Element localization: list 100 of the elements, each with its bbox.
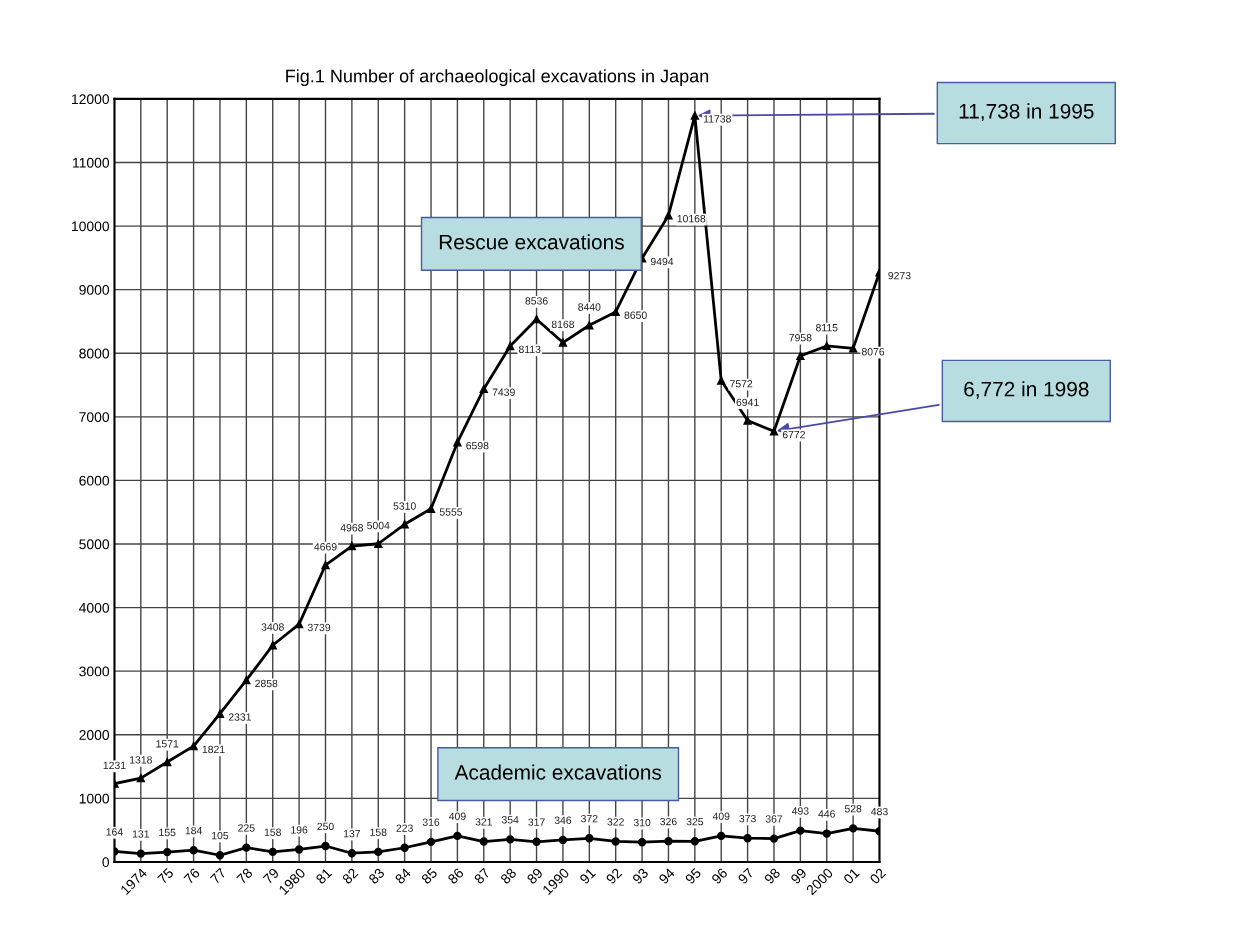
data-label: 8168 xyxy=(551,320,575,329)
x-tick-label: 84 xyxy=(394,867,412,885)
x-tick-label: 83 xyxy=(368,867,386,885)
data-label: 322 xyxy=(607,818,624,826)
point xyxy=(506,835,515,844)
point xyxy=(611,307,620,317)
x-tick-label: 98 xyxy=(763,867,781,885)
annotation: 6,772 in 1998 xyxy=(964,381,1089,399)
point xyxy=(136,849,145,858)
point xyxy=(215,851,225,860)
x-tick-label: 75 xyxy=(157,867,175,885)
point xyxy=(347,541,357,551)
point xyxy=(848,344,858,353)
data-label: 5004 xyxy=(367,521,390,530)
data-label: 5555 xyxy=(439,508,463,516)
chart-title: Fig.1 Number of archaeological excavations in Japan xyxy=(286,69,709,86)
data-label: 372 xyxy=(581,814,598,823)
x-tick-label: 02 xyxy=(869,867,887,885)
data-label: 164 xyxy=(106,828,123,836)
x-tick-label: 81 xyxy=(315,867,333,885)
series-label: Rescue excavations xyxy=(439,234,624,250)
data-label: 367 xyxy=(765,815,783,823)
data-label: 6598 xyxy=(466,441,489,450)
point xyxy=(637,838,647,847)
data-label: 184 xyxy=(185,826,202,835)
point xyxy=(743,416,752,425)
y-tick-label: 0 xyxy=(102,857,110,868)
point xyxy=(242,843,251,852)
data-label: 8440 xyxy=(578,303,601,311)
point xyxy=(136,773,145,783)
data-label: 8650 xyxy=(624,311,647,319)
point xyxy=(743,834,752,843)
y-tick-label: 11000 xyxy=(73,157,110,168)
x-tick-label: 92 xyxy=(605,867,623,885)
y-tick-label: 8000 xyxy=(79,348,110,359)
y-tick-label: 4000 xyxy=(79,602,110,613)
x-tick-label: 97 xyxy=(737,867,755,885)
data-label: 310 xyxy=(633,818,651,827)
data-label: 1821 xyxy=(202,745,225,754)
point xyxy=(268,641,277,650)
data-label: 409 xyxy=(448,812,466,820)
data-label: 409 xyxy=(712,812,730,820)
text: Academic excavations xyxy=(454,764,662,780)
x-tick-label: 88 xyxy=(499,867,517,885)
point xyxy=(558,835,568,845)
point xyxy=(585,834,594,843)
point xyxy=(215,709,225,718)
y-tick-label: 1000 xyxy=(79,793,110,804)
point xyxy=(347,849,357,858)
x-tick-label: 76 xyxy=(183,867,201,885)
annotation: 11,738 in 1995 xyxy=(959,103,1094,122)
x-tick-label: 95 xyxy=(684,867,702,885)
data-label: 131 xyxy=(132,830,150,838)
point xyxy=(717,376,726,385)
x-tick-label: 89 xyxy=(526,867,544,885)
y-tick-label: 6000 xyxy=(79,475,110,486)
data-label: 1231 xyxy=(103,761,126,770)
data-label: 8115 xyxy=(816,324,838,332)
point xyxy=(242,676,251,685)
data-label: 321 xyxy=(475,818,492,826)
data-label: 1571 xyxy=(156,740,179,748)
point xyxy=(532,315,541,324)
point xyxy=(189,846,198,855)
data-label: 354 xyxy=(501,816,519,824)
data-label: 196 xyxy=(291,826,308,834)
point xyxy=(163,847,172,857)
point xyxy=(822,341,831,351)
data-label: 11738 xyxy=(703,115,731,123)
y-tick-label: 12000 xyxy=(72,94,110,105)
point xyxy=(506,341,515,351)
point xyxy=(453,438,462,447)
x-tick-label: 99 xyxy=(790,867,808,885)
point xyxy=(796,826,805,835)
point xyxy=(558,338,568,347)
y-tick-label: 7000 xyxy=(79,412,110,422)
x-tick-label: 82 xyxy=(341,867,359,885)
x-tick-label: 87 xyxy=(473,867,491,885)
x-tick-label: 94 xyxy=(658,867,676,885)
point xyxy=(664,837,673,846)
data-label: 6772 xyxy=(782,430,805,439)
data-label: 250 xyxy=(317,822,334,831)
point xyxy=(321,841,330,851)
data-label: 5310 xyxy=(393,502,416,510)
point xyxy=(400,520,409,529)
data-label: 9494 xyxy=(650,257,674,266)
point xyxy=(611,837,620,846)
y-tick-label: 2000 xyxy=(79,730,110,740)
point xyxy=(400,843,409,852)
point xyxy=(796,351,805,361)
point xyxy=(532,837,541,846)
point xyxy=(189,741,198,751)
data-label: 493 xyxy=(791,807,809,815)
point xyxy=(717,831,726,841)
data-label: 3408 xyxy=(261,623,284,631)
point xyxy=(374,539,383,548)
data-label: 446 xyxy=(818,810,835,818)
data-label: 155 xyxy=(159,828,176,837)
point xyxy=(585,321,594,330)
data-label: 223 xyxy=(396,824,413,832)
data-label: 137 xyxy=(343,829,361,838)
